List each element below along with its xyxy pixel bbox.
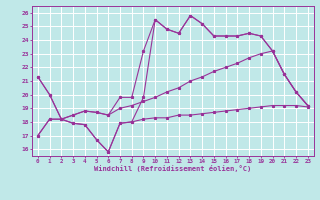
X-axis label: Windchill (Refroidissement éolien,°C): Windchill (Refroidissement éolien,°C) <box>94 165 252 172</box>
